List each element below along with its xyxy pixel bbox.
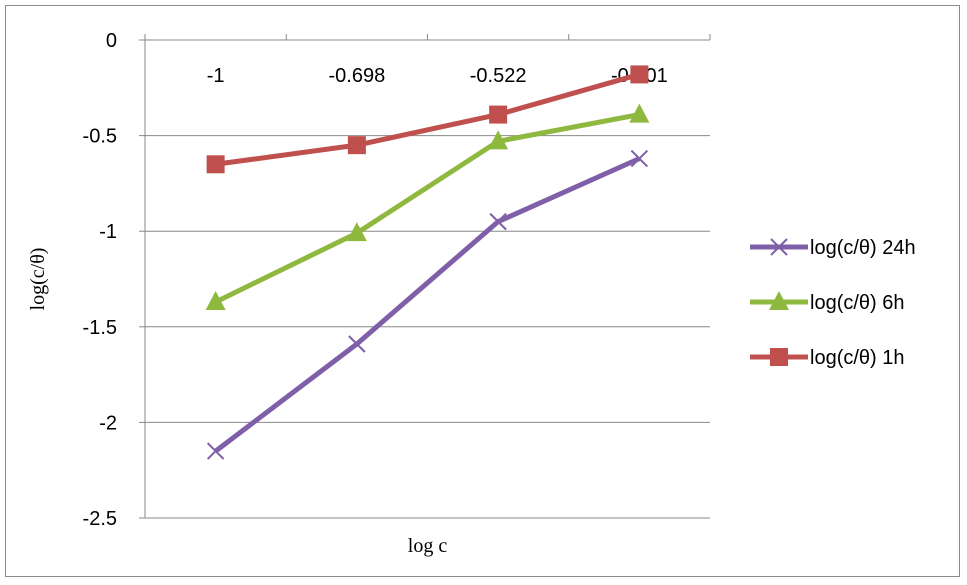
data-point — [347, 136, 366, 155]
data-point — [630, 149, 649, 168]
legend: log(c/θ) 24h log(c/θ) 6h log(c/θ) 1h — [750, 237, 916, 369]
series-1 — [205, 103, 650, 310]
y-tick-label: -2 — [99, 412, 117, 434]
x-tick-label: -0.522 — [470, 65, 527, 87]
legend-marker — [769, 291, 789, 310]
x-tick-label: -1 — [207, 65, 225, 87]
data-point — [206, 442, 225, 460]
chart-frame — [5, 5, 960, 577]
y-tick-label: -1.5 — [83, 317, 117, 339]
series-line — [215, 72, 641, 167]
data-point — [489, 212, 507, 231]
series-line — [214, 112, 640, 305]
legend-marker — [770, 348, 788, 366]
data-point — [346, 222, 367, 242]
legend-label: log(c/θ) 1h — [810, 347, 905, 369]
legend-marker — [770, 238, 788, 256]
x-tick-labels: -1-0.698-0.522-0.301 — [207, 65, 668, 87]
x-tick-label: -0.698 — [329, 65, 386, 87]
legend-item: log(c/θ) 6h — [750, 291, 905, 314]
data-point — [206, 155, 225, 174]
y-tick-label: 0 — [106, 30, 117, 52]
data-point — [630, 65, 649, 84]
y-tick-labels: 0 -0.5 -1 -1.5 -2 -2.5 — [83, 30, 117, 530]
legend-item: log(c/θ) 24h — [750, 237, 916, 259]
data-point — [629, 103, 650, 123]
x-axis-label: log c — [408, 535, 448, 557]
data-point — [205, 290, 226, 310]
y-tick-label: -1 — [99, 221, 117, 243]
y-tick-label: -2.5 — [83, 508, 117, 530]
data-point — [489, 105, 508, 124]
legend-label: log(c/θ) 24h — [810, 237, 916, 259]
series-line — [214, 156, 641, 454]
legend-item: log(c/θ) 1h — [750, 347, 905, 369]
gridlines — [145, 135, 710, 519]
legend-label: log(c/θ) 6h — [810, 292, 905, 314]
series-group — [205, 65, 650, 460]
series-2 — [206, 65, 649, 174]
data-point — [488, 130, 509, 150]
axes — [139, 34, 711, 519]
data-point — [348, 335, 366, 353]
series-0 — [206, 149, 649, 460]
y-axis-label: log(c/θ) — [27, 248, 49, 311]
y-tick-label: -0.5 — [83, 126, 117, 148]
